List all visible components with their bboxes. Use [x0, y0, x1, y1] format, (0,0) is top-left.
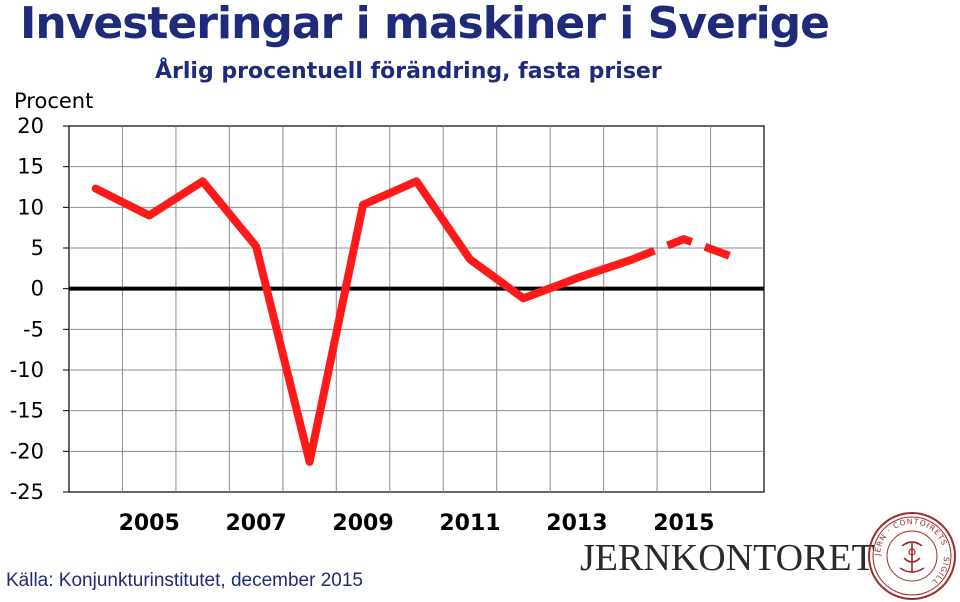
y-tick-label: -10 — [10, 358, 44, 382]
y-tick-label: 10 — [17, 195, 44, 219]
x-tick-label: 2007 — [225, 511, 286, 536]
seal-icon: JERN · CONTOIRETS · SIGILL — [868, 512, 956, 600]
y-tick-label: 15 — [17, 155, 44, 179]
jernkontoret-logo: JERNKONTORET — [580, 537, 875, 579]
x-tick-label: 2011 — [439, 511, 500, 536]
x-tick-label: 2015 — [653, 511, 714, 536]
y-tick-label: -5 — [23, 317, 44, 341]
source-note: Källa: Konjunkturinstitutet, december 20… — [6, 570, 363, 591]
x-tick-label: 2009 — [332, 511, 393, 536]
y-tick-label: -25 — [10, 480, 44, 504]
chart-title: Investeringar i maskiner i Sverige — [20, 0, 830, 49]
y-tick-label: -20 — [10, 439, 44, 463]
y-tick-label: 0 — [31, 277, 44, 301]
chart-subtitle: Årlig procentuell förändring, fasta pris… — [155, 59, 662, 84]
y-tick-label: -15 — [10, 399, 44, 423]
x-tick-label: 2013 — [546, 511, 607, 536]
y-axis-label: Procent — [14, 89, 94, 113]
x-tick-label: 2005 — [119, 511, 180, 536]
y-tick-label: 20 — [17, 114, 44, 138]
y-tick-label: 5 — [31, 236, 44, 260]
